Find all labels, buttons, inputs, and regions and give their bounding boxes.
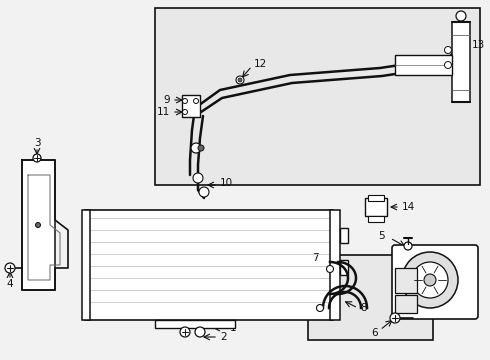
Circle shape [182, 109, 188, 114]
Circle shape [191, 143, 201, 153]
Text: 1: 1 [230, 323, 237, 333]
Bar [330, 210, 340, 320]
Circle shape [35, 222, 41, 228]
Circle shape [5, 263, 15, 273]
Circle shape [195, 327, 205, 337]
Circle shape [236, 76, 244, 84]
Bar [340, 260, 348, 275]
Circle shape [180, 327, 190, 337]
Bar [85, 210, 333, 320]
Circle shape [444, 62, 451, 68]
Text: 4: 4 [7, 279, 13, 289]
Bar [182, 95, 200, 117]
Text: 9: 9 [163, 95, 170, 105]
Text: 3: 3 [34, 138, 40, 148]
Circle shape [326, 266, 334, 273]
Circle shape [33, 154, 41, 162]
Text: 7: 7 [312, 253, 318, 263]
Bar [22, 160, 55, 290]
Text: 11: 11 [157, 107, 170, 117]
Circle shape [402, 252, 458, 308]
Bar [395, 55, 452, 75]
Text: 14: 14 [402, 202, 415, 212]
Text: 10: 10 [220, 178, 233, 188]
Bar [82, 210, 90, 320]
Text: 12: 12 [254, 59, 267, 69]
Bar [395, 295, 417, 313]
Circle shape [424, 274, 436, 286]
Bar [308, 255, 433, 340]
Bar [452, 22, 470, 102]
Circle shape [390, 313, 400, 323]
Bar [368, 195, 384, 201]
Circle shape [412, 262, 448, 298]
Text: 13: 13 [472, 40, 485, 50]
Circle shape [193, 173, 203, 183]
Circle shape [317, 305, 323, 311]
Bar [395, 268, 417, 293]
Text: 2: 2 [220, 332, 227, 342]
Bar [155, 8, 480, 185]
Text: 5: 5 [378, 231, 385, 241]
Bar [368, 216, 384, 222]
Text: 8: 8 [360, 303, 367, 313]
Bar [155, 320, 235, 328]
Circle shape [194, 99, 198, 104]
Circle shape [456, 11, 466, 21]
Bar [340, 228, 348, 243]
Text: 6: 6 [371, 328, 378, 338]
Circle shape [238, 78, 242, 82]
Circle shape [182, 99, 188, 104]
Circle shape [199, 187, 209, 197]
Circle shape [444, 46, 451, 54]
Circle shape [404, 242, 412, 250]
FancyBboxPatch shape [392, 245, 478, 319]
Bar [365, 198, 387, 216]
Circle shape [198, 145, 204, 151]
